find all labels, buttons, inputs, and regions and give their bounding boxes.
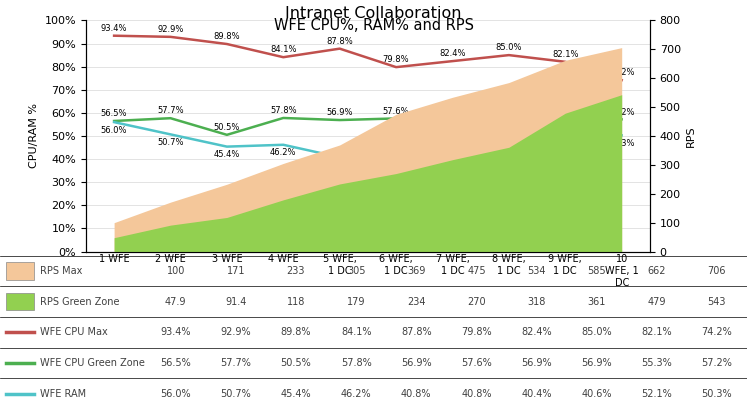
Text: 534: 534 bbox=[527, 266, 546, 276]
Text: 91.4: 91.4 bbox=[225, 297, 247, 307]
Bar bbox=[6, 293, 34, 310]
Text: 57.7%: 57.7% bbox=[157, 106, 184, 115]
Text: 305: 305 bbox=[347, 266, 365, 276]
Text: WFE CPU%, RAM% and RPS: WFE CPU%, RAM% and RPS bbox=[273, 18, 474, 34]
Text: 56.0%: 56.0% bbox=[161, 389, 191, 399]
Text: 318: 318 bbox=[527, 297, 546, 307]
Y-axis label: CPU/RAM %: CPU/RAM % bbox=[29, 103, 39, 169]
Text: 92.9%: 92.9% bbox=[158, 25, 184, 34]
Text: 100: 100 bbox=[167, 266, 185, 276]
Text: 706: 706 bbox=[707, 266, 726, 276]
Text: WFE CPU Green Zone: WFE CPU Green Zone bbox=[40, 358, 144, 368]
Text: 56.9%: 56.9% bbox=[581, 358, 612, 368]
Text: 84.1%: 84.1% bbox=[270, 45, 297, 54]
Text: WFE CPU Max: WFE CPU Max bbox=[40, 327, 108, 337]
Text: 171: 171 bbox=[226, 266, 245, 276]
Text: 89.8%: 89.8% bbox=[214, 32, 241, 41]
Text: Intranet Collaboration: Intranet Collaboration bbox=[285, 6, 462, 21]
Text: 47.9: 47.9 bbox=[165, 297, 187, 307]
Text: 50.5%: 50.5% bbox=[281, 358, 311, 368]
Text: 57.6%: 57.6% bbox=[461, 358, 492, 368]
Text: 85.0%: 85.0% bbox=[581, 327, 612, 337]
Text: 475: 475 bbox=[467, 266, 486, 276]
Text: 40.8%: 40.8% bbox=[461, 389, 492, 399]
Text: 662: 662 bbox=[648, 266, 666, 276]
Text: 87.8%: 87.8% bbox=[401, 327, 432, 337]
Text: RPS Max: RPS Max bbox=[40, 266, 82, 276]
Text: 82.4%: 82.4% bbox=[521, 327, 552, 337]
Text: 233: 233 bbox=[287, 266, 306, 276]
Text: 40.6%: 40.6% bbox=[496, 161, 522, 170]
Text: 57.7%: 57.7% bbox=[220, 358, 251, 368]
Text: 82.1%: 82.1% bbox=[642, 327, 672, 337]
Text: 93.4%: 93.4% bbox=[101, 24, 127, 33]
Text: 56.9%: 56.9% bbox=[496, 108, 522, 117]
Text: 84.1%: 84.1% bbox=[341, 327, 371, 337]
Text: 56.5%: 56.5% bbox=[101, 109, 127, 118]
Text: 74.2%: 74.2% bbox=[609, 68, 635, 77]
Text: 82.4%: 82.4% bbox=[439, 49, 465, 58]
Text: 179: 179 bbox=[347, 297, 365, 307]
Text: 543: 543 bbox=[707, 297, 726, 307]
Text: 40.8%: 40.8% bbox=[326, 161, 353, 170]
Text: 57.6%: 57.6% bbox=[382, 107, 409, 116]
Text: 50.7%: 50.7% bbox=[220, 389, 251, 399]
Text: 55.3%: 55.3% bbox=[552, 112, 578, 121]
Text: 46.2%: 46.2% bbox=[341, 389, 371, 399]
Text: 92.9%: 92.9% bbox=[220, 327, 251, 337]
Text: 57.2%: 57.2% bbox=[701, 358, 732, 368]
Text: 479: 479 bbox=[648, 297, 666, 307]
Y-axis label: RPS: RPS bbox=[686, 125, 696, 147]
Text: 55.3%: 55.3% bbox=[642, 358, 672, 368]
Text: 82.1%: 82.1% bbox=[552, 50, 578, 59]
Text: 45.4%: 45.4% bbox=[214, 150, 240, 159]
Text: 40.6%: 40.6% bbox=[581, 389, 612, 399]
Bar bbox=[6, 263, 34, 280]
Text: 74.2%: 74.2% bbox=[701, 327, 732, 337]
Text: 40.8%: 40.8% bbox=[401, 389, 432, 399]
Text: 93.4%: 93.4% bbox=[161, 327, 191, 337]
Text: 56.9%: 56.9% bbox=[326, 108, 353, 117]
Text: 56.5%: 56.5% bbox=[161, 358, 191, 368]
Text: 40.4%: 40.4% bbox=[439, 162, 465, 171]
Text: 56.9%: 56.9% bbox=[401, 358, 432, 368]
Text: 57.8%: 57.8% bbox=[270, 106, 297, 115]
Text: 50.3%: 50.3% bbox=[609, 139, 635, 148]
Text: 361: 361 bbox=[587, 297, 606, 307]
Text: 52.1%: 52.1% bbox=[552, 135, 578, 144]
Text: 52.1%: 52.1% bbox=[642, 389, 672, 399]
Text: 57.8%: 57.8% bbox=[341, 358, 371, 368]
Text: WFE RAM: WFE RAM bbox=[40, 389, 86, 399]
Text: 50.3%: 50.3% bbox=[701, 389, 732, 399]
Text: 40.8%: 40.8% bbox=[383, 161, 409, 170]
Text: 57.2%: 57.2% bbox=[609, 108, 635, 117]
Text: 50.5%: 50.5% bbox=[214, 123, 240, 132]
Text: 87.8%: 87.8% bbox=[326, 37, 353, 46]
Text: 56.9%: 56.9% bbox=[439, 108, 465, 117]
Text: 234: 234 bbox=[407, 297, 426, 307]
Text: 46.2%: 46.2% bbox=[270, 148, 297, 157]
Text: 50.7%: 50.7% bbox=[158, 138, 184, 147]
Text: 585: 585 bbox=[587, 266, 606, 276]
Text: 89.8%: 89.8% bbox=[281, 327, 311, 337]
Text: 118: 118 bbox=[287, 297, 306, 307]
Text: 56.9%: 56.9% bbox=[521, 358, 552, 368]
Text: 40.4%: 40.4% bbox=[521, 389, 552, 399]
Text: 270: 270 bbox=[467, 297, 486, 307]
Text: 369: 369 bbox=[407, 266, 426, 276]
Text: 56.0%: 56.0% bbox=[101, 126, 127, 135]
Text: 79.8%: 79.8% bbox=[382, 55, 409, 64]
Text: RPS Green Zone: RPS Green Zone bbox=[40, 297, 119, 307]
Text: 45.4%: 45.4% bbox=[281, 389, 311, 399]
Text: 79.8%: 79.8% bbox=[461, 327, 492, 337]
Text: 85.0%: 85.0% bbox=[496, 43, 522, 52]
